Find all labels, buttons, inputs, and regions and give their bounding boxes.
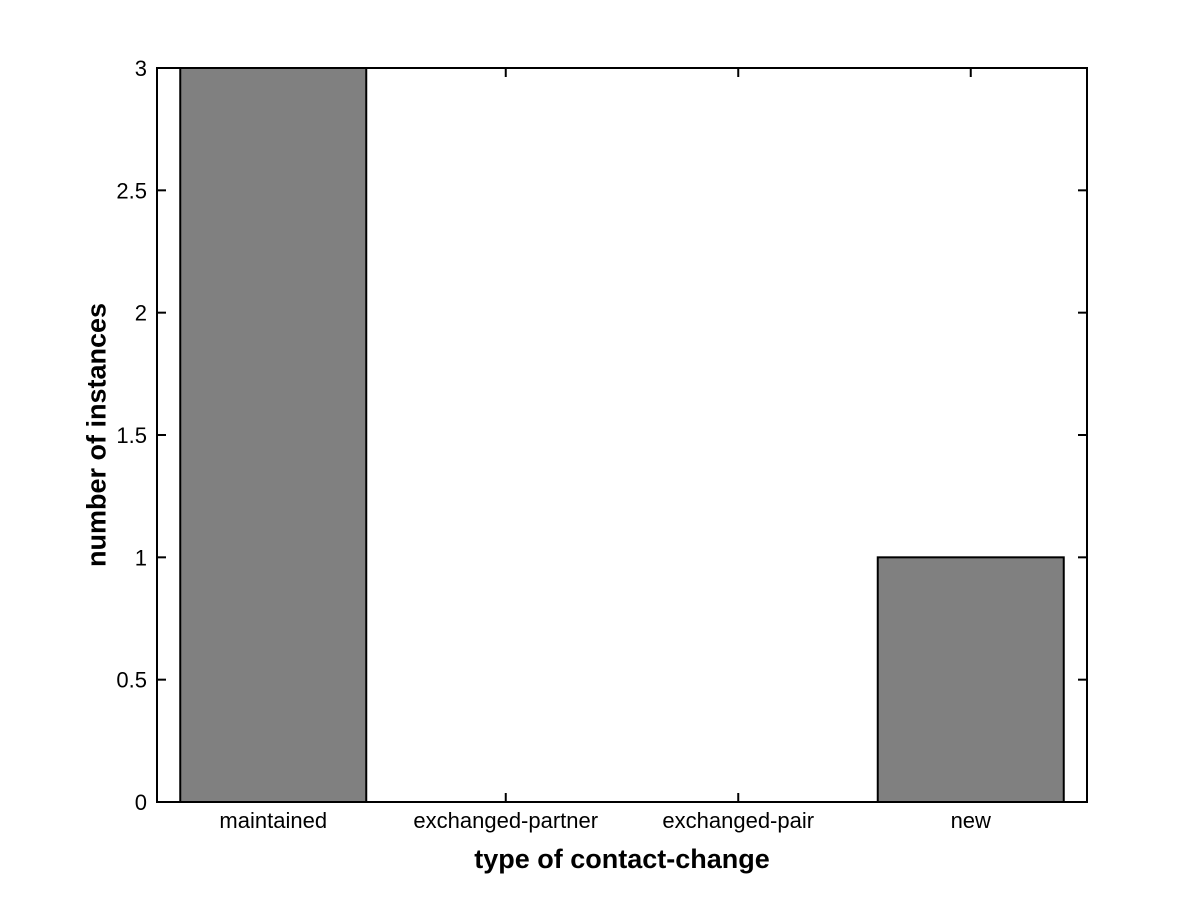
x-category-label: exchanged-pair [662,808,814,833]
y-tick-label: 2 [135,301,147,326]
x-category-label: maintained [219,808,327,833]
y-tick-label: 3 [135,56,147,81]
y-tick-label: 2.5 [116,178,147,203]
x-category-label: new [951,808,991,833]
y-tick-label: 1.5 [116,423,147,448]
x-category-label: exchanged-partner [413,808,598,833]
y-tick-label: 0.5 [116,668,147,693]
plot-box [156,67,1088,803]
y-tick-label: 0 [135,790,147,815]
y-axis-label: number of instances [81,302,112,568]
bar-new [876,556,1065,803]
bar-maintained [179,67,368,803]
y-tick-label: 1 [135,545,147,570]
x-axis-label: type of contact-change [474,844,770,874]
